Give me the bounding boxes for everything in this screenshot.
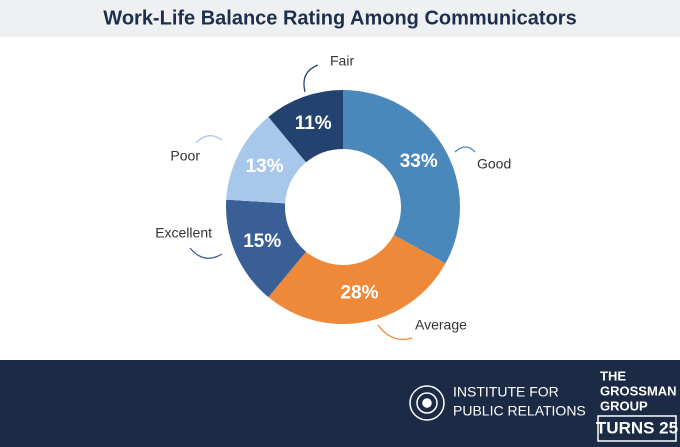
ipr-text: PUBLIC RELATIONS — [453, 403, 586, 419]
category-label: Poor — [170, 148, 200, 164]
chart-title: Work-Life Balance Rating Among Communica… — [103, 7, 576, 29]
value-label: 15% — [243, 231, 281, 252]
ipr-logo — [409, 385, 445, 421]
category-label: Fair — [330, 53, 354, 69]
donut-slice — [343, 90, 461, 264]
badge-box — [597, 415, 677, 442]
arrow — [189, 247, 223, 259]
badge-text: TURNS 25 — [596, 418, 678, 437]
grossman-text: GROUP — [600, 398, 648, 413]
donut-slice — [268, 90, 343, 163]
title-band — [0, 0, 680, 37]
arrow — [377, 324, 413, 341]
footer-band — [0, 360, 680, 447]
arrows — [189, 64, 476, 341]
category-label: Excellent — [155, 225, 212, 241]
value-label: 33% — [400, 151, 438, 172]
arrow — [303, 64, 319, 93]
grossman-text: GROSSMAN — [600, 383, 677, 398]
grossman-text: THE — [600, 368, 626, 383]
arrow — [195, 135, 223, 144]
arrow — [454, 146, 476, 153]
donut-slice — [225, 199, 307, 298]
category-label: Good — [477, 156, 511, 172]
category-label: Average — [415, 317, 467, 333]
donut-slice — [226, 116, 307, 204]
value-label: 28% — [340, 282, 378, 303]
value-label: 11% — [295, 113, 332, 134]
donut-slice — [268, 234, 446, 325]
value-label: 13% — [246, 156, 284, 177]
ipr-text: INSTITUTE FOR — [453, 384, 559, 400]
